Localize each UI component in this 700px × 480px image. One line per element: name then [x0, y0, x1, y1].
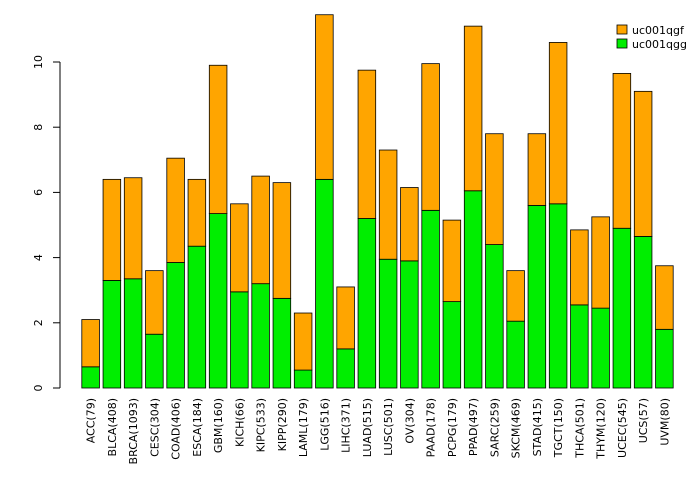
bar-uc001qgg-16 [421, 209, 440, 389]
x-tick-label: KIPP(290) [276, 398, 289, 451]
bar-uc001qgg-5 [187, 245, 207, 389]
x-tick-label: UCEC(545) [616, 398, 629, 458]
bar-uc001qgg-4 [166, 262, 185, 389]
bar-uc001qgg-25 [612, 227, 632, 389]
x-tick-label: ACC(79) [85, 398, 98, 443]
bar-uc001qgg-23 [570, 304, 589, 389]
y-tick-label: 0 [32, 385, 45, 392]
x-tick-label: BLCA(408) [106, 398, 119, 456]
x-tick-label: OV(304) [403, 398, 416, 444]
legend-label-uc001qgf: uc001qgf [632, 24, 685, 37]
bar-uc001qgf-20 [506, 270, 525, 322]
bar-uc001qgf-23 [570, 229, 589, 306]
legend-swatch-uc001qgg [616, 38, 628, 49]
bar-uc001qgf-7 [230, 203, 249, 293]
bar-uc001qgf-26 [633, 90, 653, 237]
bar-uc001qgf-22 [548, 42, 568, 205]
y-tick-label: 4 [32, 254, 45, 261]
bar-uc001qgf-0 [81, 319, 100, 368]
bars-group [81, 14, 674, 389]
x-tick-label: LUSC(501) [382, 398, 395, 456]
bar-uc001qgf-10 [293, 312, 313, 371]
bar-uc001qgg-13 [357, 218, 377, 389]
bar-uc001qgf-16 [421, 63, 440, 211]
x-tick-label: SARC(259) [488, 398, 501, 457]
bar-uc001qgg-6 [208, 213, 228, 389]
bar-uc001qgf-18 [463, 25, 483, 192]
y-tick-label: 8 [32, 124, 45, 131]
x-axis-labels: ACC(79) BLCA(408) BRCA(1093) CESC(304) COAD(… [85, 398, 672, 464]
bar-uc001qgg-2 [123, 278, 143, 389]
x-tick-label: LGG(516) [318, 398, 331, 451]
bar-uc001qgg-26 [633, 236, 653, 389]
x-tick-label: THCA(501) [573, 398, 586, 459]
x-tick-label: SKCM(469) [510, 398, 523, 458]
bar-uc001qgf-14 [378, 149, 398, 260]
bar-uc001qgg-20 [506, 320, 525, 389]
y-tick-label: 2 [32, 319, 45, 326]
bar-uc001qgf-17 [442, 219, 462, 303]
x-tick-label: UVM(80) [658, 398, 671, 446]
bar-uc001qgg-12 [336, 348, 355, 389]
x-tick-label: KIPC(533) [255, 398, 268, 452]
y-axis: 0 2 4 6 8 10 [32, 55, 61, 392]
bar-uc001qgg-9 [272, 297, 292, 389]
x-tick-label: CESC(304) [148, 398, 161, 457]
x-tick-label: TGCT(150) [552, 398, 565, 458]
bar-uc001qgf-2 [123, 177, 143, 280]
x-tick-label: STAD(415) [531, 398, 544, 456]
bar-uc001qgf-1 [102, 178, 122, 281]
bar-uc001qgf-5 [187, 178, 207, 247]
bar-uc001qgg-10 [293, 369, 313, 389]
x-tick-label: ESCA(184) [191, 398, 204, 457]
bar-uc001qgg-14 [378, 258, 398, 389]
bar-uc001qgf-19 [485, 133, 504, 245]
bar-uc001qgg-7 [230, 291, 249, 389]
legend: uc001qgf uc001qgg [616, 24, 687, 51]
bar-uc001qgf-13 [357, 69, 377, 219]
x-tick-label: THYM(120) [595, 398, 608, 460]
bar-uc001qgf-8 [251, 175, 270, 285]
bar-uc001qgg-0 [81, 366, 100, 389]
bar-uc001qgf-15 [400, 187, 419, 262]
legend-swatch-uc001qgf [616, 24, 628, 35]
x-tick-label: BRCA(1093) [127, 398, 140, 464]
bar-uc001qgf-3 [145, 270, 164, 335]
x-tick-label: PCPG(179) [446, 398, 459, 457]
x-tick-label: PAAD(178) [425, 398, 438, 457]
bar-uc001qgg-15 [400, 260, 419, 389]
bar-uc001qgf-11 [315, 14, 334, 180]
bar-uc001qgg-17 [442, 301, 462, 389]
bar-uc001qgg-1 [102, 280, 122, 389]
bar-uc001qgf-9 [272, 182, 292, 299]
x-tick-label: COAD(406) [170, 398, 183, 460]
bar-uc001qgg-27 [655, 328, 674, 389]
x-tick-label: KICH(66) [233, 398, 246, 447]
bar-uc001qgf-24 [591, 216, 610, 309]
bar-uc001qgg-24 [591, 307, 610, 389]
bar-uc001qgf-6 [208, 64, 228, 214]
x-tick-label: UCS(57) [637, 398, 650, 443]
bar-uc001qgg-19 [485, 244, 504, 389]
bar-uc001qgf-12 [336, 286, 355, 350]
bar-uc001qgf-27 [655, 265, 674, 330]
bar-uc001qgg-21 [527, 205, 547, 389]
x-tick-label: GBM(160) [212, 398, 225, 453]
bar-uc001qgf-4 [166, 157, 185, 263]
bar-uc001qgg-22 [548, 203, 568, 389]
bar-uc001qgg-18 [463, 190, 483, 389]
bar-uc001qgf-25 [612, 73, 632, 229]
x-tick-label: PPAD(497) [467, 398, 480, 456]
x-tick-label: LAML(179) [297, 398, 310, 457]
x-tick-label: LIHC(371) [340, 398, 353, 453]
bar-uc001qgg-8 [251, 283, 270, 389]
y-tick-label: 10 [32, 55, 45, 69]
bar-uc001qgf-21 [527, 133, 547, 206]
y-tick-label: 6 [32, 189, 45, 196]
x-tick-label: LUAD(515) [361, 398, 374, 457]
bar-uc001qgg-3 [145, 333, 164, 389]
bar-uc001qgg-11 [315, 178, 334, 389]
legend-label-uc001qgg: uc001qgg [632, 38, 687, 51]
